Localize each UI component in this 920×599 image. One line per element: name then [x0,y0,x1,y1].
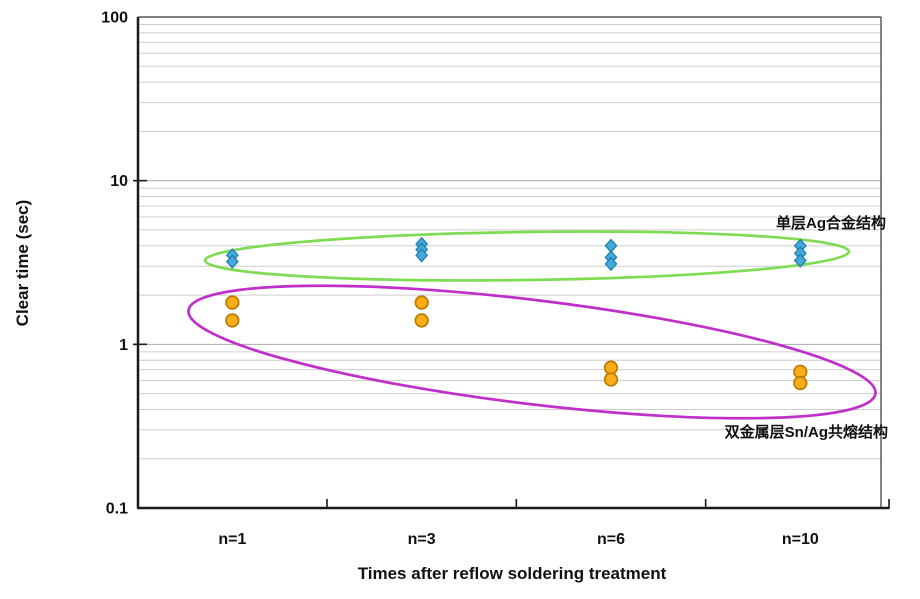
x-tick-label: n=1 [218,531,246,548]
ellipse-sn-ag-group [187,284,877,420]
x-tick-label: n=6 [597,531,625,548]
diamond-marker [793,253,807,268]
x-tick-label: n=10 [782,531,819,548]
data-markers [225,236,808,391]
circle-marker [225,313,240,328]
ellipse-single-ag-group [203,230,851,282]
circle-marker [414,313,429,328]
tick-labels: 100 10 1 0.1 n=1 n=3 n=6 n=10 [101,10,819,549]
axes [133,17,890,510]
diamond-marker [225,254,239,269]
diamond-marker [415,248,429,263]
annotation-single-ag: 单层Ag合金结构 [776,214,886,232]
x-tick-label: n=3 [408,531,436,548]
diamond-marker [604,238,618,253]
annotation-sn-ag: 双金属层Sn/Ag共熔结构 [725,423,888,441]
diamond-marker [604,256,618,272]
y-tick-label: 100 [101,10,128,27]
y-tick-label: 1 [119,337,128,354]
y-axis-title: Clear time (sec) [13,200,32,327]
circle-marker [603,372,619,387]
circle-marker [414,295,429,310]
circle-marker [225,295,240,310]
circle-marker [603,360,619,375]
y-tick-label: 0.1 [106,501,128,518]
group-ellipses [187,230,877,420]
x-axis-title: Times after reflow soldering treatment [358,564,667,583]
circle-marker [793,375,808,391]
y-tick-label: 10 [110,173,128,190]
